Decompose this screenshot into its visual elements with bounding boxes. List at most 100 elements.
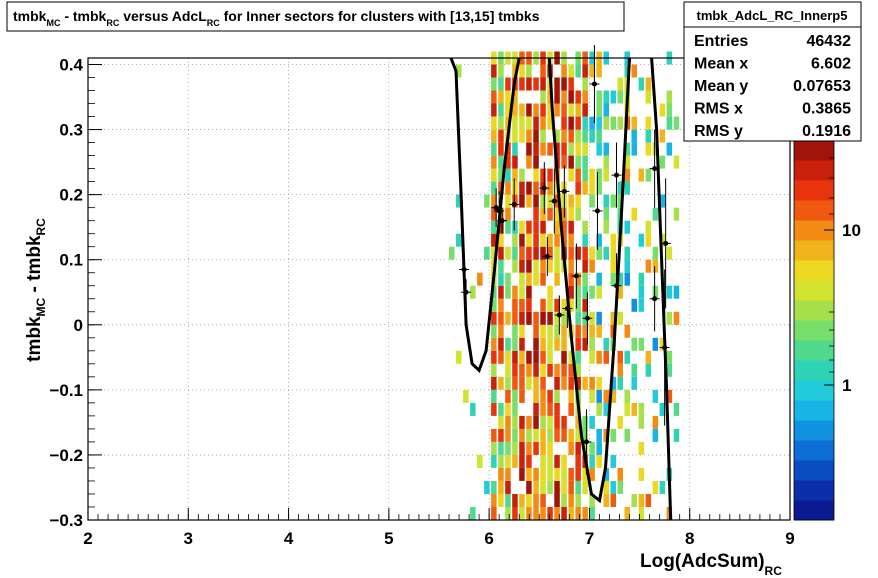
heatmap-cell xyxy=(638,507,645,520)
heatmap-cell xyxy=(638,402,645,416)
heatmap-cell xyxy=(526,129,532,143)
heatmap-cell xyxy=(575,481,581,494)
data-marker xyxy=(614,172,620,178)
palette-segment xyxy=(794,260,834,281)
heatmap-cell xyxy=(505,402,511,416)
heatmap-cell xyxy=(568,298,574,312)
heatmap-cell xyxy=(652,389,659,403)
data-marker xyxy=(662,345,668,351)
heatmap-cell xyxy=(582,103,588,117)
heatmap-cell xyxy=(575,337,581,351)
heatmap-cell xyxy=(568,441,574,455)
heatmap-cell xyxy=(498,285,504,299)
profile-point xyxy=(660,178,671,309)
heatmap-cell xyxy=(617,272,623,286)
heatmap-cell xyxy=(582,324,588,338)
heatmap-cell xyxy=(554,494,560,507)
heatmap-cell xyxy=(526,77,532,91)
palette-label-10: 10 xyxy=(842,221,861,240)
heatmap-cell xyxy=(491,494,497,507)
heatmap-cell xyxy=(547,285,553,299)
heatmap-cell xyxy=(568,402,574,416)
heatmap-cell xyxy=(491,246,497,260)
data-marker xyxy=(496,208,502,214)
heatmap-cell xyxy=(673,116,680,130)
heatmap-cell xyxy=(540,402,546,416)
heatmap-cell xyxy=(519,494,525,507)
heatmap-cell xyxy=(554,246,560,260)
heatmap-cell xyxy=(638,272,645,286)
heatmap-cell xyxy=(519,220,525,234)
heatmap-cell xyxy=(533,233,539,247)
heatmap-cell xyxy=(610,311,616,325)
heatmap-cell xyxy=(498,168,504,182)
heatmap-cell xyxy=(533,207,539,221)
heatmap-cell xyxy=(624,64,630,78)
heatmap-cell xyxy=(610,233,616,247)
palette-segment xyxy=(794,340,834,361)
heatmap-cell xyxy=(505,311,511,325)
heatmap-cell xyxy=(589,194,595,208)
heatmap-cell xyxy=(498,441,504,455)
heatmap-cell xyxy=(533,129,539,143)
heatmap-cell xyxy=(526,507,532,520)
heatmap-cell xyxy=(547,337,553,351)
heatmap-cell xyxy=(575,441,581,455)
heatmap-cell xyxy=(589,64,595,78)
heatmap-cell xyxy=(666,116,673,130)
heatmap-cell xyxy=(589,441,595,455)
heatmap-cell xyxy=(547,181,553,195)
heatmap-cell xyxy=(624,181,630,195)
heatmap-cell xyxy=(498,337,504,351)
profile-point xyxy=(554,295,565,335)
heatmap-cell xyxy=(568,350,574,364)
heatmap-cell xyxy=(512,363,518,377)
heatmap-cell xyxy=(589,350,595,364)
heatmap-cell xyxy=(596,181,602,195)
heatmap-cell xyxy=(610,376,616,390)
heatmap-cell xyxy=(505,116,511,130)
heatmap-cell xyxy=(519,441,525,455)
heatmap-cell xyxy=(575,415,581,429)
heatmap-cell xyxy=(568,494,574,507)
heatmap-cell xyxy=(582,285,588,299)
heatmap-cell xyxy=(610,194,616,208)
heatmap-cell xyxy=(561,64,567,78)
heatmap-cell xyxy=(519,311,525,325)
heatmap-cell xyxy=(568,428,574,442)
heatmap-cell xyxy=(498,77,504,91)
heatmap-cell xyxy=(512,376,518,390)
heatmap-cell xyxy=(540,363,546,377)
stats-label: Mean y xyxy=(694,78,748,95)
heatmap-cell xyxy=(533,415,539,429)
heatmap-cell xyxy=(519,259,525,273)
heatmap-cell xyxy=(589,116,595,130)
heatmap-cell xyxy=(526,428,532,442)
heatmap-cell xyxy=(519,324,525,338)
heatmap-cell xyxy=(526,181,532,195)
heatmap-cell xyxy=(561,233,567,247)
heatmap-cell xyxy=(533,363,539,377)
heatmap-cell xyxy=(519,272,525,286)
heatmap-cell xyxy=(533,324,539,338)
heatmap-cell xyxy=(547,428,553,442)
heatmap-cell xyxy=(498,376,504,390)
heatmap-cell xyxy=(498,129,504,143)
heatmap-cell xyxy=(568,220,574,234)
heatmap-cell xyxy=(519,233,525,247)
heatmap-cell xyxy=(533,350,539,364)
stats-value: 0.07653 xyxy=(793,78,851,95)
heatmap-cell xyxy=(540,207,546,221)
heatmap-cell xyxy=(540,324,546,338)
heatmap-cell xyxy=(596,272,602,286)
heatmap-cell xyxy=(568,129,574,143)
palette-segment xyxy=(794,360,834,381)
heatmap-cell xyxy=(575,142,581,156)
data-marker xyxy=(564,306,570,312)
heatmap-cell xyxy=(617,311,623,325)
heatmap-cell xyxy=(617,181,623,195)
heatmap-cell xyxy=(491,350,497,364)
profile-point xyxy=(649,266,660,332)
heatmap-cell xyxy=(659,402,666,416)
stats-value: 0.1916 xyxy=(802,123,851,140)
